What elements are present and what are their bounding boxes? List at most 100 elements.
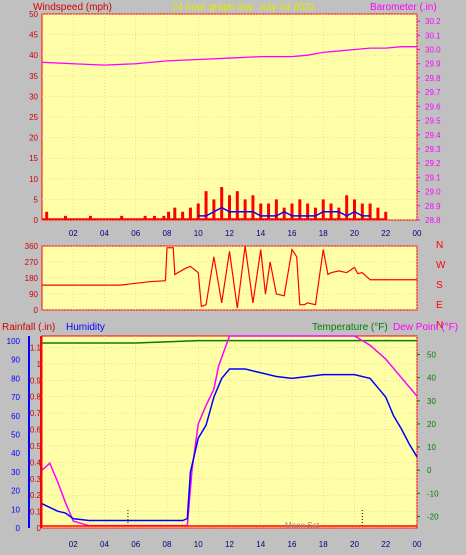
temperature-tick-label: 50	[427, 351, 436, 360]
wind-x-tick-label: 20	[350, 229, 359, 238]
rain-x-tick-label: 06	[131, 540, 140, 549]
wind-x-tick-label: 06	[131, 229, 140, 238]
humidity-tick-label: 20	[11, 487, 20, 496]
wind-average-line	[198, 206, 371, 217]
rain-humidity-temp-grid	[42, 336, 418, 529]
humidity-tick-label: 70	[11, 393, 20, 402]
rain-tick-label: 0.1	[30, 508, 42, 517]
windspeed-tick-label: 30	[29, 92, 38, 101]
temperature-line	[42, 339, 417, 344]
temperature-tick-label: 20	[427, 420, 436, 429]
rain-tick-label: 0.8	[30, 393, 42, 402]
temperature-tick-label: -10	[427, 489, 439, 498]
wind-x-tick-label: 14	[256, 229, 265, 238]
wind-direction-series	[42, 245, 417, 309]
rain-x-tick-label: 00	[413, 540, 422, 549]
rain-tick-label: 0.5	[30, 442, 42, 451]
wind-direction-line	[42, 245, 417, 309]
wind-direction-grid	[42, 245, 418, 311]
windspeed-tick-label: 50	[29, 10, 38, 19]
cardinal-label: W	[436, 260, 446, 271]
rain-x-tick-label: 04	[100, 540, 109, 549]
barometer-tick-label: 28.8	[425, 216, 441, 225]
barometer-tick-label: 29.0	[425, 188, 441, 197]
windspeed-tick-label: 15	[29, 154, 38, 163]
temperature-label: Temperature (°F)	[312, 322, 388, 333]
temperature-tick-label: 0	[427, 466, 432, 475]
windspeed-label: Windspeed (mph)	[33, 2, 112, 13]
barometer-tick-label: 29.7	[425, 88, 441, 97]
rain-tick-label: 0.3	[30, 475, 42, 484]
wind-x-tick-label: 22	[381, 229, 390, 238]
graph-title: 24 hour graph day: July 04 2021	[172, 2, 316, 13]
cardinal-label: S	[436, 280, 443, 291]
barometer-tick-label: 29.5	[425, 117, 441, 126]
windspeed-tick-label: 0	[34, 216, 39, 225]
humidity-tick-label: 60	[11, 412, 20, 421]
rain-x-tick-label: 08	[163, 540, 172, 549]
rain-tick-label: 0.2	[30, 491, 42, 500]
rain-x-tick-label: 16	[288, 540, 297, 549]
dew-point-line	[41, 335, 418, 527]
barometer-tick-label: 29.6	[425, 102, 441, 111]
cardinal-label: N	[436, 240, 443, 251]
temperature-tick-label: 40	[427, 374, 436, 383]
humidity-tick-label: 100	[7, 337, 21, 346]
rain-tick-label: 0.7	[30, 409, 42, 418]
barometer-tick-label: 28.9	[425, 202, 441, 211]
humidity-tick-label: 40	[11, 449, 20, 458]
barometer-line	[41, 46, 417, 66]
barometer-tick-label: 30.1	[425, 31, 441, 40]
direction-tick-label: 180	[25, 274, 39, 283]
temperature-tick-label: -20	[427, 512, 439, 521]
wind-x-tick-label: 12	[225, 229, 234, 238]
rain-tick-label: 0.6	[30, 426, 42, 435]
windspeed-tick-label: 20	[29, 134, 38, 143]
rain-tick-label: 0.4	[30, 458, 42, 467]
barometer-label: Barometer (.in)	[370, 2, 437, 13]
rain-humidity-temp-ticks: 0 0.1 0.2 0.3 0.4 0.5 0.6 0.7 0.8 0.9 1 1.1 0 10 20 30 4…	[7, 336, 439, 549]
barometer-tick-label: 30.2	[425, 17, 441, 26]
rain-x-tick-label: 18	[319, 540, 328, 549]
humidity-tick-label: 90	[11, 356, 20, 365]
windspeed-tick-label: 35	[29, 72, 38, 81]
cardinal-label: E	[436, 300, 443, 311]
wind-barometer-ticks: 0 5 10 15 20 25 30 35 40 45 50 28.8 28.9 29.0 29.1 29.2…	[29, 10, 441, 238]
direction-tick-label: 0	[34, 306, 39, 315]
rain-humidity-temp-series	[41, 335, 418, 528]
rain-x-tick-label: 12	[225, 540, 234, 549]
humidity-tick-label: 80	[11, 374, 20, 383]
rain-tick-label: 1.1	[30, 343, 42, 352]
barometer-tick-label: 29.4	[425, 131, 441, 140]
barometer-tick-label: 29.3	[425, 145, 441, 154]
humidity-label: Humidity	[66, 322, 105, 333]
wind-x-tick-label: 02	[69, 229, 78, 238]
humidity-tick-label: 0	[16, 524, 21, 533]
humidity-tick-label: 10	[11, 505, 20, 514]
windspeed-tick-label: 10	[29, 175, 38, 184]
barometer-tick-label: 29.1	[425, 173, 441, 182]
direction-tick-label: 90	[29, 290, 38, 299]
rain-tick-label: 0.9	[30, 376, 42, 385]
wind-x-tick-label: 18	[319, 229, 328, 238]
cardinal-label: N	[436, 320, 443, 331]
rain-x-tick-label: 22	[381, 540, 390, 549]
moon-set-label: Moon Set	[285, 521, 320, 530]
humidity-line	[41, 368, 418, 522]
temperature-tick-label: 30	[427, 397, 436, 406]
rain-x-tick-label: 20	[350, 540, 359, 549]
rainfall-label: Rainfall (.in)	[2, 322, 55, 333]
humidity-tick-label: 30	[11, 468, 20, 477]
rain-x-tick-label: 14	[256, 540, 265, 549]
barometer-tick-label: 30.0	[425, 46, 441, 55]
wind-x-tick-label: 08	[163, 229, 172, 238]
wind-barometer-series	[41, 46, 417, 220]
rain-tick-label: 0	[37, 524, 42, 533]
barometer-tick-label: 29.9	[425, 60, 441, 69]
windspeed-tick-label: 40	[29, 51, 38, 60]
windspeed-tick-label: 25	[29, 113, 38, 122]
windspeed-tick-label: 45	[29, 31, 38, 40]
direction-tick-label: 270	[25, 258, 39, 267]
wind-x-tick-label: 10	[194, 229, 203, 238]
